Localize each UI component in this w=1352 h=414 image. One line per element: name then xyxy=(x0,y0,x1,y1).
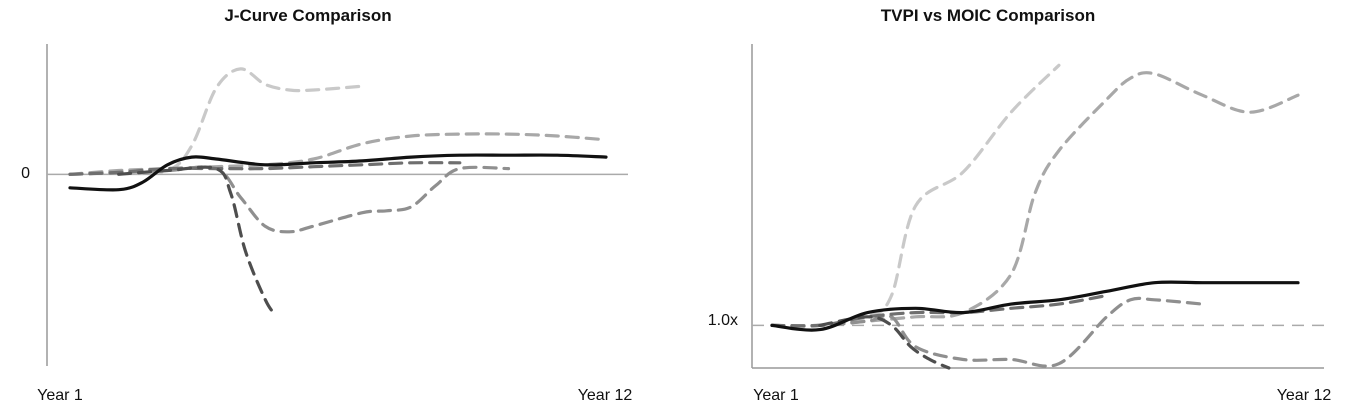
series-line-3 xyxy=(770,296,1204,368)
y-tick-label: 1.0x xyxy=(708,312,738,329)
series-line-2 xyxy=(770,71,1300,328)
x-tick-label: Year 12 xyxy=(578,387,633,404)
j-curve-chart-panel: J-Curve Comparison 0 Year 1 Year 12 xyxy=(21,6,633,404)
tvpi-moic-chart: 1.0x Year 1 Year 12 xyxy=(708,44,1332,404)
tvpi-moic-chart-panel: TVPI vs MOIC Comparison 1.0x Year 1 Year 1… xyxy=(676,0,1352,414)
x-tick-label: Year 12 xyxy=(1277,387,1332,404)
x-tick-label: Year 1 xyxy=(753,387,799,404)
chart-title: TVPI vs MOIC Comparison xyxy=(880,6,1096,25)
series-line-1 xyxy=(770,63,1061,328)
j-curve-chart: 0 Year 1 Year 12 xyxy=(21,44,633,404)
x-tick-label: Year 1 xyxy=(37,387,83,404)
series-line-6 xyxy=(770,280,1300,332)
series-line-3 xyxy=(68,165,511,234)
series-line-1 xyxy=(68,67,364,176)
chart-title: J-Curve Comparison xyxy=(224,6,392,25)
series-line-5 xyxy=(117,165,277,316)
series-line-4 xyxy=(68,161,462,176)
series-line-6 xyxy=(68,153,608,192)
series-line-2 xyxy=(68,132,608,176)
y-tick-label: 0 xyxy=(21,165,30,182)
series-line-5 xyxy=(818,315,951,370)
